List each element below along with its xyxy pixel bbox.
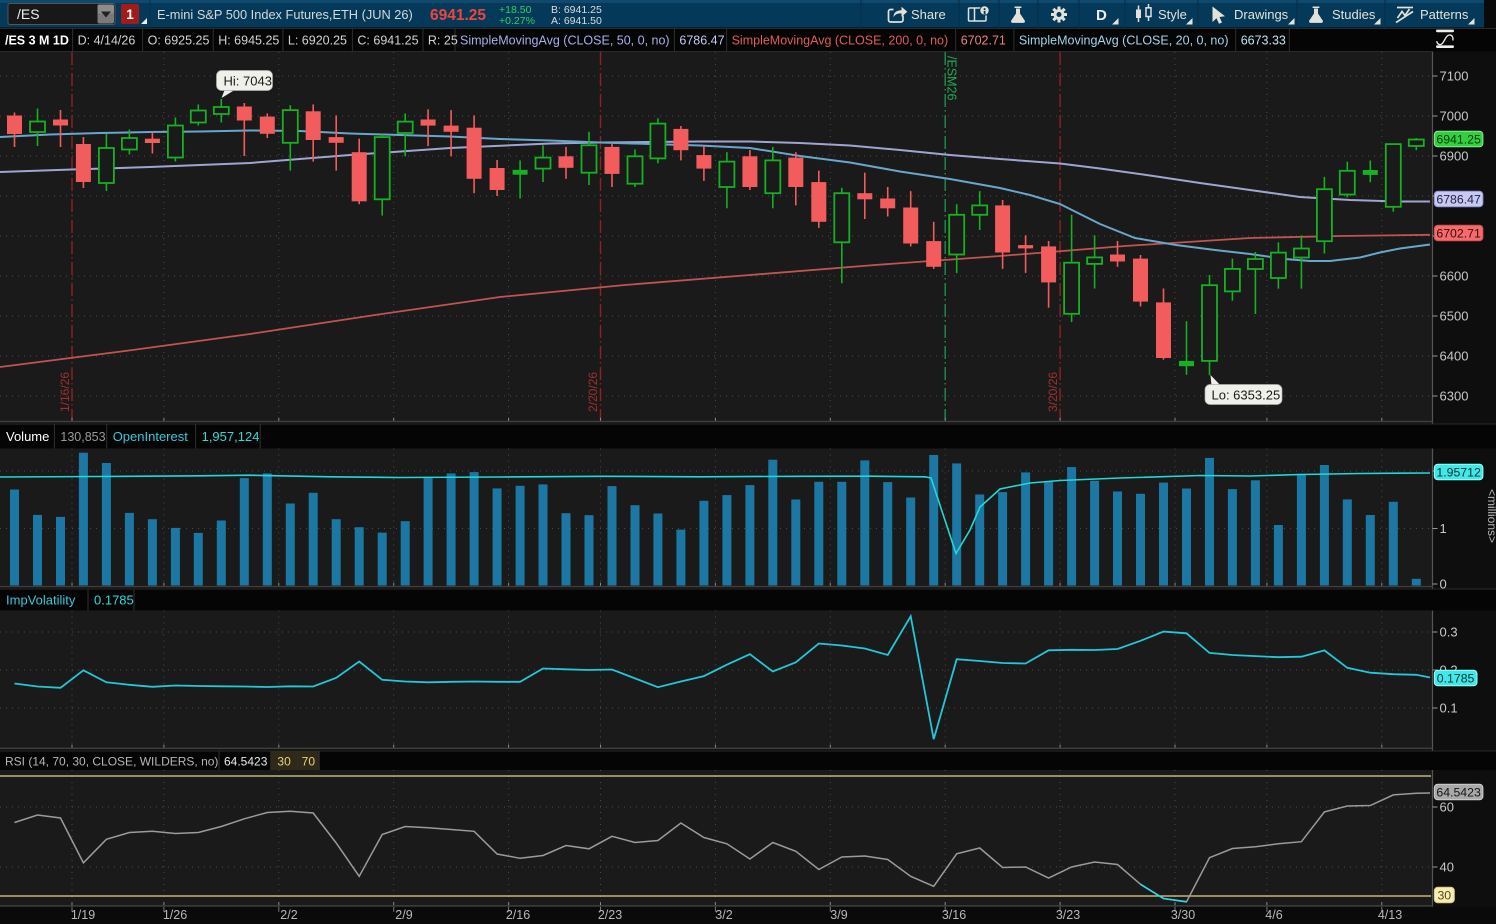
svg-text:4/6: 4/6 bbox=[1265, 908, 1282, 922]
svg-text:3/16: 3/16 bbox=[942, 908, 966, 922]
svg-text:Hi: 7043: Hi: 7043 bbox=[224, 74, 272, 89]
svg-text:RSI (14, 70, 30, CLOSE, WILDER: RSI (14, 70, 30, CLOSE, WILDERS, no) bbox=[5, 755, 218, 769]
svg-text:64.5423: 64.5423 bbox=[224, 755, 268, 769]
svg-text:2/23: 2/23 bbox=[598, 908, 622, 922]
svg-text:/ES 3 M 1D: /ES 3 M 1D bbox=[5, 34, 69, 48]
svg-text:2/16: 2/16 bbox=[506, 908, 530, 922]
svg-text:D: D bbox=[1096, 7, 1107, 24]
svg-text:+18.50: +18.50 bbox=[499, 4, 532, 16]
svg-text:7100: 7100 bbox=[1440, 69, 1469, 84]
svg-text:SimpleMovingAvg (CLOSE, 20, 0,: SimpleMovingAvg (CLOSE, 20, 0, no) bbox=[1019, 34, 1229, 48]
svg-text:Lo: 6353.25: Lo: 6353.25 bbox=[1212, 388, 1281, 403]
svg-text:30: 30 bbox=[277, 755, 291, 769]
svg-text:R: 25: R: 25 bbox=[428, 34, 458, 48]
svg-text:0.3: 0.3 bbox=[1440, 625, 1458, 640]
svg-text:40: 40 bbox=[1440, 860, 1454, 875]
svg-text:6900: 6900 bbox=[1440, 149, 1469, 164]
svg-text:7000: 7000 bbox=[1440, 109, 1469, 124]
svg-text:L: 6920.25: L: 6920.25 bbox=[288, 34, 347, 48]
svg-text:2/20/26: 2/20/26 bbox=[586, 372, 600, 412]
svg-text:Patterns: Patterns bbox=[1420, 7, 1469, 22]
svg-text:A: 6941.50: A: 6941.50 bbox=[551, 15, 602, 27]
svg-text:1/16/26: 1/16/26 bbox=[58, 372, 72, 412]
svg-text:/ES: /ES bbox=[17, 6, 40, 22]
svg-text:6702.71: 6702.71 bbox=[961, 34, 1006, 48]
svg-text:E-mini S&P 500 Index Futures,E: E-mini S&P 500 Index Futures,ETH (JUN 26… bbox=[157, 7, 413, 22]
svg-text:+0.27%: +0.27% bbox=[499, 15, 535, 27]
svg-text:60: 60 bbox=[1440, 800, 1454, 815]
svg-text:6941.25: 6941.25 bbox=[430, 7, 486, 24]
svg-text:1,957,124: 1,957,124 bbox=[202, 429, 260, 444]
svg-text:O: 6925.25: O: 6925.25 bbox=[148, 34, 210, 48]
svg-text:6786.47: 6786.47 bbox=[1436, 192, 1481, 206]
svg-text:<millions>: <millions> bbox=[1485, 489, 1496, 543]
svg-text:130,853: 130,853 bbox=[60, 430, 105, 444]
svg-text:30: 30 bbox=[1437, 888, 1451, 902]
svg-text:3/30: 3/30 bbox=[1171, 908, 1195, 922]
svg-text:2/2: 2/2 bbox=[280, 908, 297, 922]
svg-text:2/9: 2/9 bbox=[395, 908, 412, 922]
svg-text:SimpleMovingAvg (CLOSE, 50, 0,: SimpleMovingAvg (CLOSE, 50, 0, no) bbox=[460, 34, 670, 48]
svg-text:6300: 6300 bbox=[1440, 389, 1469, 404]
svg-text:3/2: 3/2 bbox=[715, 908, 732, 922]
svg-text:Style: Style bbox=[1158, 7, 1187, 22]
svg-text:1/19: 1/19 bbox=[71, 908, 95, 922]
svg-text:0: 0 bbox=[1440, 577, 1447, 592]
svg-text:H: 6945.25: H: 6945.25 bbox=[218, 34, 279, 48]
svg-text:4/13: 4/13 bbox=[1378, 908, 1402, 922]
svg-text:C: 6941.25: C: 6941.25 bbox=[357, 34, 418, 48]
svg-text:6941.25: 6941.25 bbox=[1436, 132, 1481, 146]
svg-text:1.95712: 1.95712 bbox=[1436, 465, 1481, 479]
svg-text:6400: 6400 bbox=[1440, 349, 1469, 364]
svg-text:0.1785: 0.1785 bbox=[1437, 671, 1475, 685]
svg-text:Drawings: Drawings bbox=[1234, 7, 1289, 22]
svg-text:70: 70 bbox=[302, 755, 316, 769]
svg-text:SimpleMovingAvg (CLOSE, 200, 0: SimpleMovingAvg (CLOSE, 200, 0, no) bbox=[732, 34, 949, 48]
svg-text:1: 1 bbox=[1440, 521, 1447, 536]
svg-text:Share: Share bbox=[911, 7, 946, 22]
svg-text:ImpVolatility: ImpVolatility bbox=[6, 593, 76, 608]
svg-text:3/23: 3/23 bbox=[1056, 908, 1080, 922]
svg-text:6500: 6500 bbox=[1440, 309, 1469, 324]
svg-text:D: 4/14/26: D: 4/14/26 bbox=[78, 34, 136, 48]
svg-text:0.1: 0.1 bbox=[1440, 701, 1458, 716]
svg-text:3/20/26: 3/20/26 bbox=[1046, 372, 1060, 412]
svg-text:Volume: Volume bbox=[6, 429, 49, 444]
svg-text:6600: 6600 bbox=[1440, 269, 1469, 284]
svg-text:64.5423: 64.5423 bbox=[1436, 785, 1481, 799]
svg-text:1: 1 bbox=[126, 7, 134, 22]
svg-text:0.1785: 0.1785 bbox=[94, 593, 134, 608]
svg-text:Studies: Studies bbox=[1332, 7, 1376, 22]
svg-text:6673.33: 6673.33 bbox=[1241, 34, 1286, 48]
svg-text:6786.47: 6786.47 bbox=[679, 34, 724, 48]
svg-text:/ESM26: /ESM26 bbox=[945, 56, 959, 101]
svg-text:6702.71: 6702.71 bbox=[1436, 226, 1481, 240]
svg-text:OpenInterest: OpenInterest bbox=[113, 429, 189, 444]
svg-text:1/26: 1/26 bbox=[163, 908, 187, 922]
svg-text:B: 6941.25: B: 6941.25 bbox=[551, 4, 602, 16]
svg-text:3/9: 3/9 bbox=[830, 908, 847, 922]
